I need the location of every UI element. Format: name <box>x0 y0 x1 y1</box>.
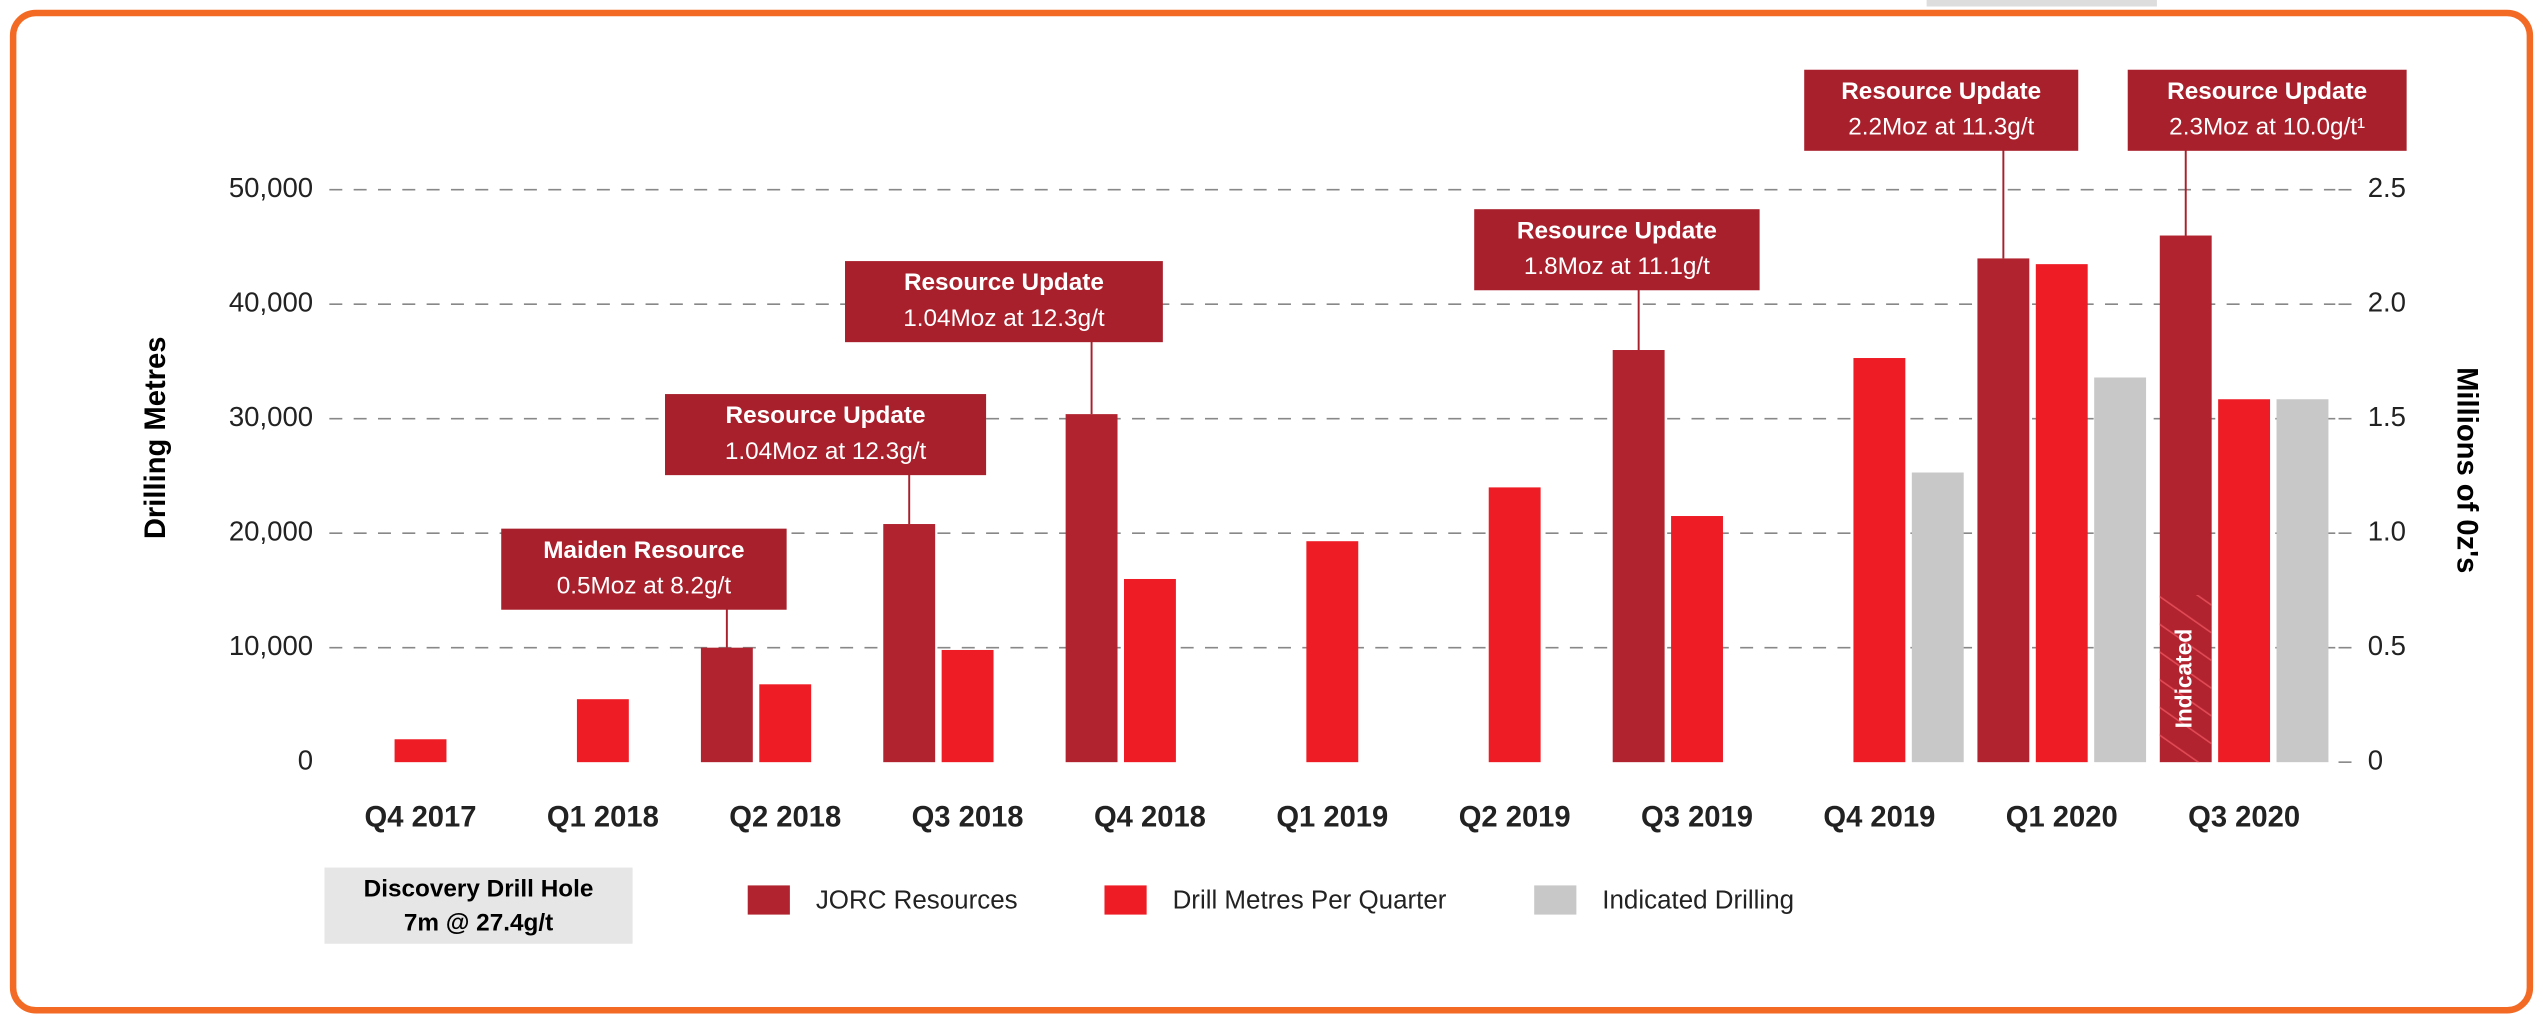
callout-title: Resource Update <box>726 402 926 429</box>
callout-text: 1.04Moz at 12.3g/t <box>903 305 1105 332</box>
y-tick-label: 40,000 <box>229 286 313 317</box>
callout-text: 2.3Moz at 10.0g/t¹ <box>2169 114 2365 141</box>
note-title: Discovery Drill Hole <box>364 876 594 903</box>
y2-tick-label: 0.5 <box>2368 630 2406 661</box>
y2-tick-label: 1.0 <box>2368 515 2406 546</box>
x-tick-label: Q3 2019 <box>1641 802 1753 834</box>
bar <box>941 649 994 763</box>
bar <box>2094 377 2147 763</box>
bar <box>1977 258 2030 763</box>
legend-label: Drill Metres Per Quarter <box>1173 886 1447 914</box>
callout-text: 2.2Moz at 11.3g/t <box>1848 114 2034 141</box>
indicated-hatch <box>2159 595 2212 763</box>
legend-swatch <box>1104 885 1147 915</box>
y-tick-label: 0 <box>298 744 313 775</box>
bar <box>700 647 753 763</box>
callout-text: 1.04Moz at 12.3g/t <box>725 438 927 465</box>
x-tick-label: Q1 2018 <box>547 802 659 834</box>
x-tick-label: Q4 2017 <box>365 802 477 834</box>
bar <box>2276 399 2329 763</box>
x-tick-label: Q4 2019 <box>1823 802 1935 834</box>
callout-box <box>1474 209 1760 291</box>
callout-text: 1.8Moz at 11.1g/t <box>1524 253 1710 280</box>
bar <box>1853 358 1906 763</box>
bar <box>2035 264 2088 763</box>
frame <box>9 9 2534 1014</box>
x-tick-label: Q2 2018 <box>729 802 841 834</box>
y-tick-label: 10,000 <box>229 630 313 661</box>
bar <box>1488 487 1541 763</box>
callout-title: Resource Update <box>2167 78 2367 105</box>
y2-tick-label: 2.0 <box>2368 286 2406 317</box>
x-tick-label: Q3 2018 <box>912 802 1024 834</box>
callout-box <box>1804 69 2079 151</box>
legend-label: Indicated Drilling <box>1602 886 1794 914</box>
y-axis-label: Drilling Metres <box>140 337 172 540</box>
y-tick-label: 30,000 <box>229 401 313 432</box>
x-tick-label: Q1 2019 <box>1276 802 1388 834</box>
callout-box <box>665 394 987 476</box>
bar <box>759 684 812 763</box>
bar <box>1065 414 1118 763</box>
bar <box>1612 350 1665 763</box>
bar <box>1306 541 1359 763</box>
callout-title: Resource Update <box>904 269 1104 296</box>
y2-tick-label: 1.5 <box>2368 401 2406 432</box>
top-tab <box>1926 0 2157 7</box>
y2-tick-label: 0 <box>2368 744 2383 775</box>
x-tick-label: Q1 2020 <box>2006 802 2118 834</box>
callout-title: Maiden Resource <box>543 537 744 564</box>
legend-label: JORC Resources <box>816 886 1018 914</box>
bar <box>1911 472 1964 763</box>
callout-text: 0.5Moz at 8.2g/t <box>557 572 732 599</box>
callout-title: Resource Update <box>1517 217 1717 244</box>
x-tick-label: Q4 2018 <box>1094 802 1206 834</box>
bar <box>1671 516 1723 763</box>
note-box <box>324 867 633 944</box>
x-tick-label: Q2 2019 <box>1459 802 1571 834</box>
callout-box <box>501 528 787 610</box>
note-text: 7m @ 27.4g/t <box>404 910 553 937</box>
y-tick-label: 20,000 <box>229 515 313 546</box>
callout-title: Resource Update <box>1841 78 2041 105</box>
y2-tick-label: 2.5 <box>2368 172 2406 203</box>
callout-box <box>2127 69 2407 151</box>
bar <box>576 699 629 763</box>
indicated-label: Indicated <box>2171 629 2197 729</box>
callout-box <box>845 261 1163 343</box>
bar <box>394 739 447 763</box>
bar <box>2218 399 2271 763</box>
y2-axis-label: Millions of 0z's <box>2450 367 2482 573</box>
legend-swatch <box>1534 885 1577 915</box>
y-tick-label: 50,000 <box>229 172 313 203</box>
bar <box>1124 578 1176 763</box>
x-tick-label: Q3 2020 <box>2188 802 2300 834</box>
bar <box>883 524 936 763</box>
legend-swatch <box>747 885 790 915</box>
